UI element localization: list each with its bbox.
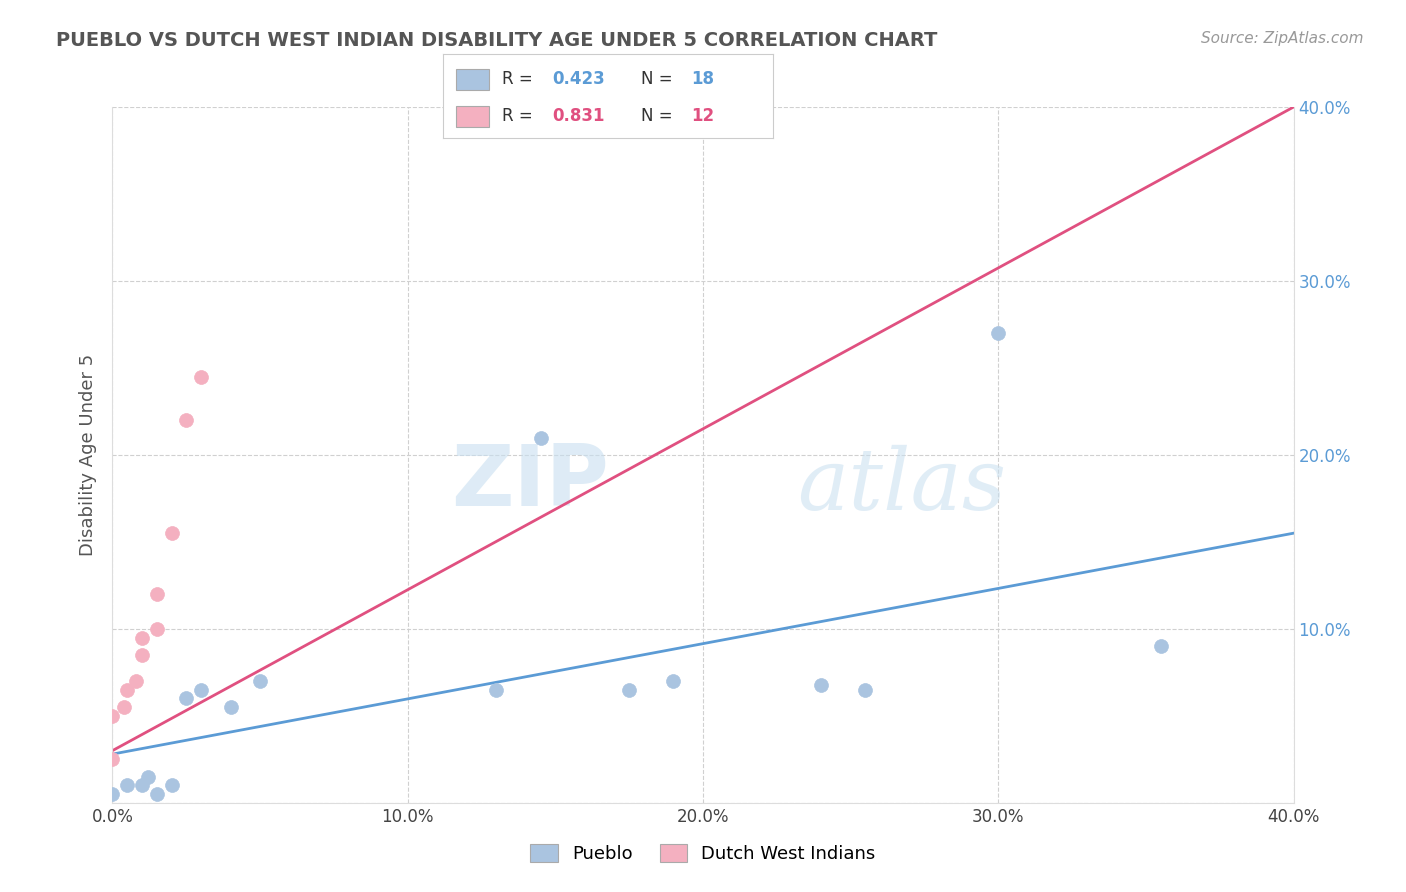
Y-axis label: Disability Age Under 5: Disability Age Under 5 [79,354,97,556]
Point [117,778,138,792]
Text: N =: N = [641,70,672,88]
Point [249,674,271,689]
Point [131,648,153,662]
Point [136,770,159,784]
Point [160,778,183,792]
Text: 18: 18 [690,70,714,88]
Point [219,700,242,714]
Legend: Pueblo, Dutch West Indians: Pueblo, Dutch West Indians [523,837,883,871]
Point [101,787,124,801]
FancyBboxPatch shape [456,69,489,90]
Point [146,622,169,636]
Point [190,369,212,384]
Text: 0.831: 0.831 [553,107,605,125]
Point [485,682,508,697]
Point [987,326,1010,340]
Point [810,677,832,691]
Text: atlas: atlas [797,445,1007,527]
Text: PUEBLO VS DUTCH WEST INDIAN DISABILITY AGE UNDER 5 CORRELATION CHART: PUEBLO VS DUTCH WEST INDIAN DISABILITY A… [56,31,938,50]
Point [117,682,138,697]
Text: 12: 12 [690,107,714,125]
Point [190,682,212,697]
Point [174,691,197,706]
Point [529,431,551,445]
Text: R =: R = [502,70,533,88]
Point [125,674,148,689]
Point [101,708,124,723]
FancyBboxPatch shape [456,106,489,128]
Point [160,526,183,541]
Text: N =: N = [641,107,672,125]
Point [1150,639,1173,653]
Point [146,787,169,801]
Point [662,674,685,689]
Point [131,631,153,645]
Point [112,700,135,714]
Point [146,587,169,601]
Point [174,413,197,427]
Text: ZIP: ZIP [451,442,609,524]
Point [131,778,153,792]
Text: Source: ZipAtlas.com: Source: ZipAtlas.com [1201,31,1364,46]
Point [855,682,877,697]
Text: 0.423: 0.423 [553,70,605,88]
Text: R =: R = [502,107,533,125]
Point [101,752,124,766]
Point [619,682,641,697]
